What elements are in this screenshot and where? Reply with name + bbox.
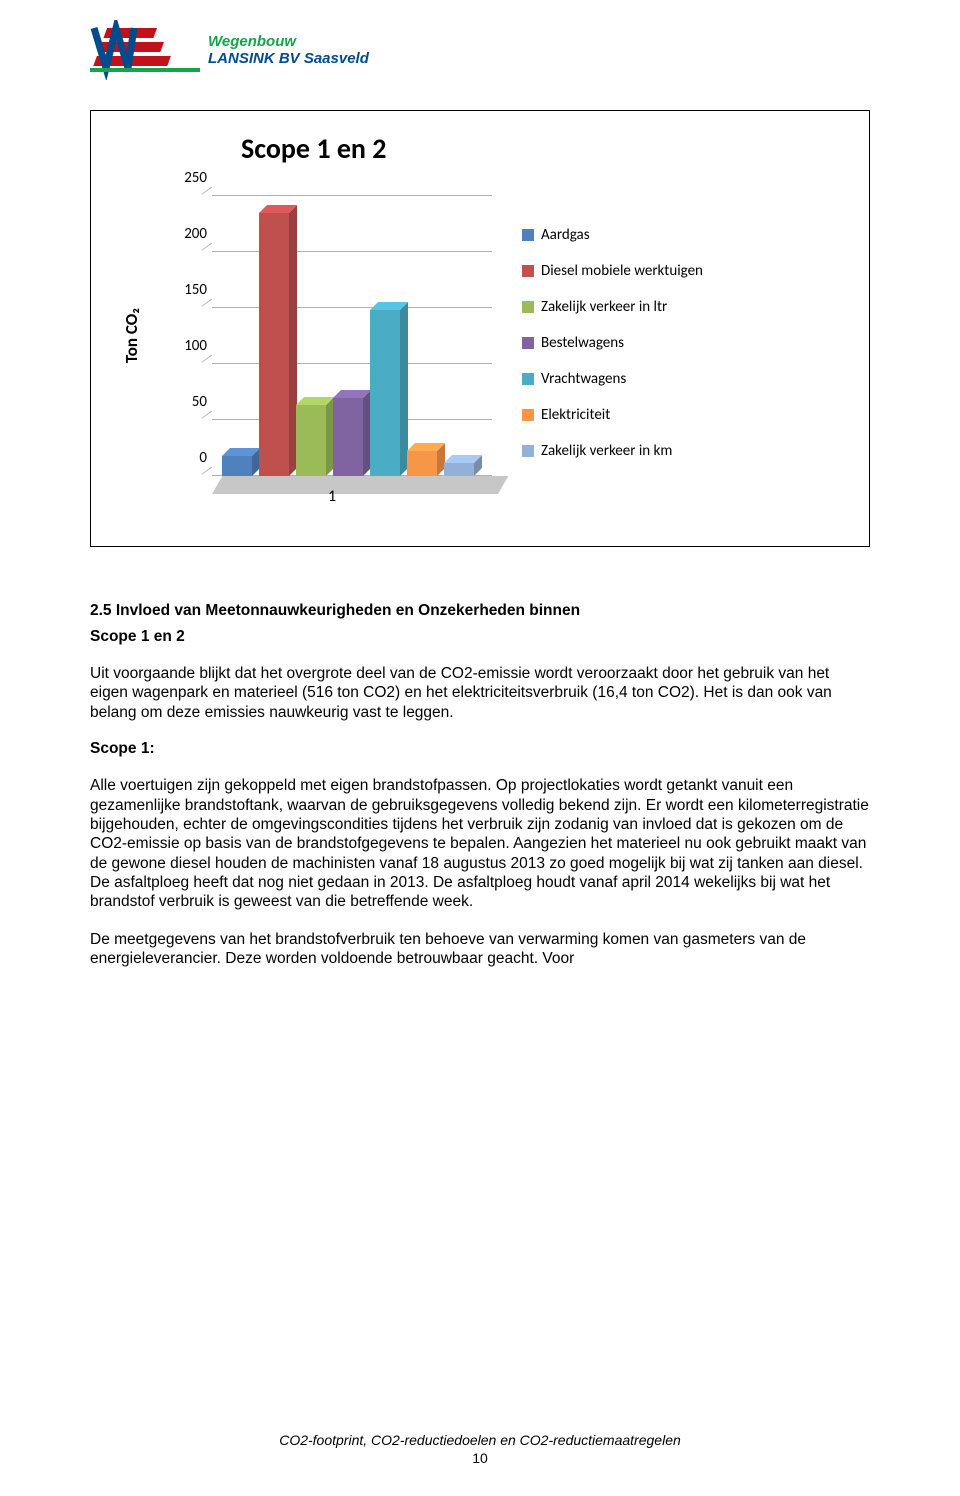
y-tick-label: 50 [172,393,207,411]
x-category-label: 1 [172,487,492,506]
y-tick-label: 150 [172,281,207,299]
y-tick-label: 0 [172,449,207,467]
legend-label: Bestelwagens [541,334,624,352]
legend-item: Zakelijk verkeer in km [522,442,703,460]
y-tick-label: 200 [172,225,207,243]
bar [370,310,400,476]
section-subheading: Scope 1 en 2 [90,628,870,646]
legend-item: Diesel mobiele werktuigen [522,262,703,280]
y-axis-label: Ton CO₂ [121,308,142,363]
legend-label: Zakelijk verkeer in km [541,442,672,460]
y-tick-label: 250 [172,169,207,187]
bar [444,463,474,476]
legend-label: Aardgas [541,226,590,244]
legend-item: Bestelwagens [522,334,703,352]
paragraph-1: Uit voorgaande blijkt dat het overgrote … [90,664,870,722]
legend-label: Elektriciteit [541,406,610,424]
bar [296,405,326,476]
legend-swatch [522,229,534,241]
legend-swatch [522,409,534,421]
logo-mark [90,20,200,80]
chart-title: Scope 1 en 2 [241,131,839,166]
chart-frame: Scope 1 en 2 Ton CO₂ 0 50 100 150 200 250 1 A… [90,110,870,547]
legend-item: Zakelijk verkeer in ltr [522,298,703,316]
footer-text: CO2-footprint, CO2-reductiedoelen en CO2… [0,1432,960,1448]
page-footer: CO2-footprint, CO2-reductiedoelen en CO2… [0,1432,960,1466]
scope1-header: Scope 1: [90,740,870,758]
section-heading: 2.5 Invloed van Meetonnauwkeurigheden en… [90,602,870,620]
legend-swatch [522,445,534,457]
plot-area: 050100150200250 1 [172,196,492,516]
page-number: 10 [0,1450,960,1466]
y-tick-label: 100 [172,337,207,355]
legend-swatch [522,301,534,313]
bars-group [222,196,474,476]
legend-swatch [522,373,534,385]
paragraph-3: De meetgegevens van het brandstofverbrui… [90,930,870,969]
company-logo: Wegenbouw LANSINK BV Saasveld [90,20,870,80]
bar [259,213,289,476]
legend-item: Elektriciteit [522,406,703,424]
legend-label: Zakelijk verkeer in ltr [541,298,667,316]
legend-item: Aardgas [522,226,703,244]
logo-text: Wegenbouw LANSINK BV Saasveld [208,33,369,67]
bar [407,451,437,476]
bar [222,456,252,476]
paragraph-2: Alle voertuigen zijn gekoppeld met eigen… [90,776,870,912]
logo-text-line1: Wegenbouw [208,33,369,50]
logo-text-line2: LANSINK BV Saasveld [208,50,369,67]
legend-swatch [522,337,534,349]
legend-label: Diesel mobiele werktuigen [541,262,703,280]
legend-label: Vrachtwagens [541,370,626,388]
legend-item: Vrachtwagens [522,370,703,388]
chart-legend: Aardgas Diesel mobiele werktuigen Zakelijk… [522,226,703,516]
bar [333,398,363,476]
legend-swatch [522,265,534,277]
